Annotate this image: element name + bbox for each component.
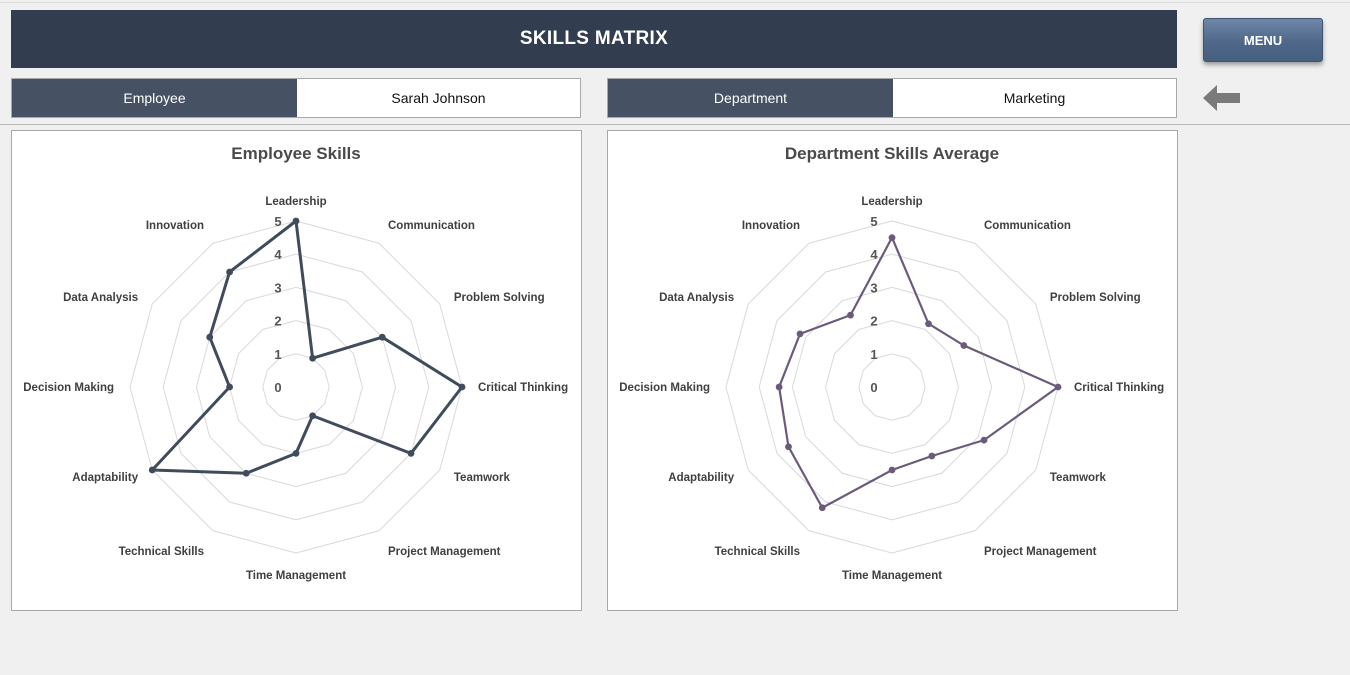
axis-label-adaptability: Adaptability (72, 472, 138, 484)
axis-label-teamwork: Teamwork (1050, 472, 1107, 484)
data-point-decision-making (775, 383, 783, 391)
department-label: Department (608, 79, 893, 117)
data-point-data-analysis (206, 333, 214, 341)
tick-label-4: 4 (870, 247, 878, 262)
axis-label-adaptability: Adaptability (668, 472, 734, 484)
axis-label-time-management: Time Management (842, 570, 942, 582)
data-point-communication (309, 354, 316, 362)
axis-label-communication: Communication (388, 220, 475, 232)
data-point-adaptability (148, 466, 156, 474)
divider (0, 124, 1350, 125)
axis-label-critical-thinking: Critical Thinking (1074, 382, 1164, 394)
department-skills-chart-panel: Department Skills Average 0 1 2 3 4 5 Leadershi… (607, 130, 1178, 611)
arrow-left-icon[interactable] (1203, 84, 1241, 112)
grid-ring-2 (825, 320, 959, 454)
data-point-teamwork (980, 436, 988, 444)
data-point-technical-skills (242, 469, 250, 477)
tick-label-5: 5 (274, 214, 281, 229)
tick-label-1: 1 (870, 347, 877, 362)
data-point-technical-skills (818, 504, 826, 512)
grid-ring-1 (858, 353, 926, 421)
data-point-adaptability (785, 443, 792, 451)
data-point-critical-thinking (1054, 383, 1062, 391)
axis-label-project-management: Project Management (388, 546, 501, 558)
tick-label-2: 2 (870, 314, 877, 329)
axis-label-data-analysis: Data Analysis (63, 292, 138, 304)
tick-label-2: 2 (274, 314, 281, 329)
department-skills-radar-chart: Department Skills Average 0 1 2 3 4 5 Leadershi… (619, 144, 1164, 582)
axis-label-time-management: Time Management (246, 570, 346, 582)
axis-label-leadership: Leadership (861, 196, 922, 208)
employee-skills-radar-chart: Employee Skills 0 1 2 3 4 5 Leadership Communica… (23, 144, 568, 582)
series-line (778, 236, 1060, 509)
tick-label-1: 1 (274, 347, 281, 362)
data-point-problem-solving (378, 333, 386, 341)
axis-label-problem-solving: Problem Solving (1050, 292, 1141, 304)
data-point-decision-making (226, 383, 234, 391)
axis-label-decision-making: Decision Making (619, 382, 710, 394)
chart-title: Department Skills Average (785, 144, 999, 163)
axis-label-problem-solving: Problem Solving (454, 292, 545, 304)
axis-label-critical-thinking: Critical Thinking (478, 382, 568, 394)
data-point-data-analysis (796, 330, 804, 338)
axis-label-communication: Communication (984, 220, 1071, 232)
axis-label-decision-making: Decision Making (23, 382, 114, 394)
data-point-project-management (928, 452, 936, 460)
data-point-project-management (309, 412, 316, 420)
page-title: SKILLS MATRIX (11, 10, 1177, 68)
employee-skills-chart-panel: Employee Skills 0 1 2 3 4 5 Leadership Communica… (11, 130, 582, 611)
chart-title: Employee Skills (231, 144, 360, 163)
data-point-problem-solving (960, 342, 968, 349)
axis-label-teamwork: Teamwork (454, 472, 511, 484)
axis-label-innovation: Innovation (742, 220, 800, 232)
data-point-time-management (292, 450, 300, 457)
tick-label-3: 3 (274, 280, 281, 295)
menu-button[interactable]: MENU (1203, 18, 1323, 62)
axis-label-data-analysis: Data Analysis (659, 292, 734, 304)
tick-label-0: 0 (274, 380, 281, 395)
grid-ring-4 (162, 253, 430, 521)
data-point-time-management (888, 466, 896, 474)
employee-selector: Employee Sarah Johnson (11, 78, 581, 118)
data-point-critical-thinking (458, 383, 466, 391)
grid-ring-4 (758, 253, 1026, 521)
grid-ring-3 (791, 286, 993, 488)
tick-label-4: 4 (274, 247, 282, 262)
data-point-innovation (226, 268, 234, 276)
data-point-innovation (847, 311, 854, 319)
data-point-communication (925, 320, 932, 328)
grid-ring-1 (262, 353, 330, 421)
tick-label-0: 0 (870, 380, 877, 395)
axis-label-technical-skills: Technical Skills (119, 546, 204, 558)
tick-label-5: 5 (870, 214, 877, 229)
grid-ring-5 (725, 220, 1059, 554)
data-point-leadership (292, 217, 300, 225)
axis-label-technical-skills: Technical Skills (715, 546, 800, 558)
axis-label-leadership: Leadership (265, 196, 326, 208)
grid-ring-5 (129, 220, 463, 554)
grid-ring-2 (229, 320, 363, 454)
tick-label-3: 3 (870, 280, 877, 295)
employee-label: Employee (12, 79, 297, 117)
top-border (0, 2, 1350, 3)
axis-label-project-management: Project Management (984, 546, 1097, 558)
data-point-teamwork (407, 450, 415, 457)
department-selector: Department Marketing (607, 78, 1177, 118)
employee-value-field[interactable]: Sarah Johnson (297, 79, 580, 117)
axis-label-innovation: Innovation (146, 220, 204, 232)
department-value-field[interactable]: Marketing (893, 79, 1176, 117)
data-point-leadership (888, 234, 896, 241)
